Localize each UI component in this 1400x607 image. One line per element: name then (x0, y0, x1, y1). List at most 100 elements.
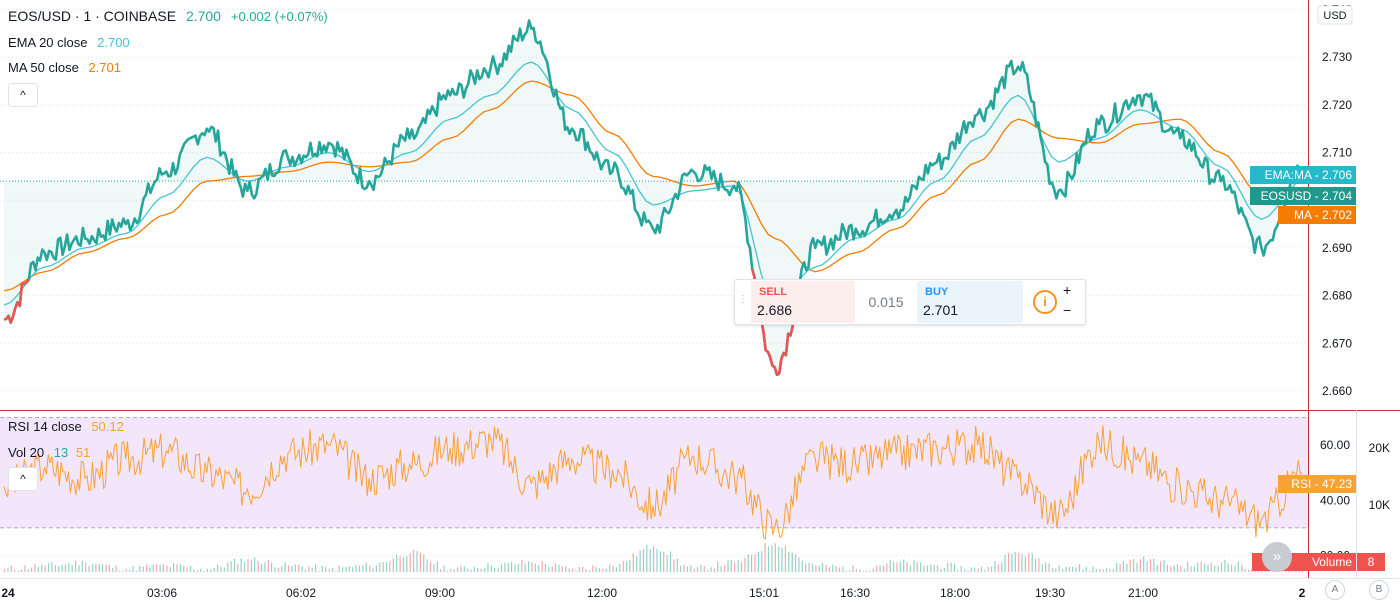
volume-bar (196, 570, 198, 572)
price-tick: 2.720 (1322, 98, 1352, 112)
volume-bar (551, 566, 553, 572)
volume-bar (399, 556, 401, 572)
volume-bar (626, 561, 628, 572)
volume-bar (7, 567, 9, 572)
volume-bar (382, 562, 384, 572)
volume-bar (159, 565, 161, 572)
volume-bar (135, 571, 137, 572)
price-down-segment (776, 372, 780, 376)
volume-bar (1058, 565, 1060, 572)
volume-bar (629, 560, 631, 572)
buy-button[interactable]: BUY 2.701 (917, 281, 1023, 323)
volume-bar (1112, 569, 1114, 572)
volume-bar (108, 564, 110, 572)
currency-tag: USD (1323, 10, 1346, 22)
volume-bar (227, 562, 229, 572)
volume-bar (1122, 561, 1124, 572)
volume-bar (899, 561, 901, 572)
scroll-to-realtime-button[interactable]: » (1262, 542, 1292, 572)
volume-bar (953, 563, 955, 572)
rsi-tag: RSI - 47.23 (1291, 477, 1352, 491)
volume-bar (757, 551, 759, 572)
price-change: +0.002 (+0.07%) (230, 9, 328, 24)
volume-bar (34, 564, 36, 572)
volume-bar (470, 569, 472, 572)
volume-bar (615, 567, 617, 572)
time-tick: 06:02 (286, 586, 316, 600)
volume-value-1: 13 (53, 445, 69, 460)
volume-legend[interactable]: Vol 20 13 51 (8, 445, 90, 460)
volume-bar (1133, 559, 1135, 572)
volume-bar (1173, 565, 1175, 572)
volume-bar (669, 551, 672, 572)
volume-bar (423, 554, 425, 572)
volume-bar (541, 561, 543, 572)
volume-bar (413, 549, 415, 572)
volume-bar (893, 561, 895, 572)
volume-bar (328, 568, 330, 572)
volume-bar (656, 549, 658, 572)
eosusd-tag-bg (1250, 187, 1356, 205)
sell-button[interactable]: SELL 2.686 (751, 281, 855, 323)
volume-bar (396, 554, 398, 572)
volume-bar (970, 567, 972, 572)
volume-bar (896, 562, 898, 572)
volume-bar (713, 568, 715, 572)
volume-bar (1258, 570, 1260, 572)
price-tick: 2.690 (1322, 241, 1352, 255)
time-tick: 2 (1299, 586, 1306, 600)
volume-bar (967, 570, 969, 572)
time-tick: 12:00 (587, 586, 617, 600)
rsi-line (3, 425, 1303, 540)
volume-bar (200, 568, 202, 572)
volume-bar (257, 561, 259, 572)
volume-bar (666, 555, 668, 572)
volume-bar (1031, 553, 1033, 572)
volume-bar (531, 562, 533, 572)
volume-bar (1244, 569, 1246, 572)
volume-bar (450, 568, 452, 572)
drag-handle-icon[interactable]: ⋮⋮ (738, 294, 758, 305)
volume-bar (125, 568, 127, 572)
minus-button[interactable]: − (1063, 302, 1072, 318)
volume-bar (849, 570, 851, 572)
plus-button[interactable]: + (1063, 282, 1072, 298)
volume-bar (1149, 559, 1152, 572)
volume-bar (230, 561, 232, 572)
volume-bar (585, 569, 587, 572)
collapse-legend-button[interactable]: ^ (8, 83, 38, 107)
volume-bar (331, 567, 334, 572)
price-tick: 2.680 (1322, 289, 1352, 303)
rsi-tick: 60.00 (1320, 438, 1350, 452)
volume-bar (105, 564, 107, 572)
volume-bar (663, 551, 665, 572)
scale-b-button[interactable]: B (1369, 580, 1389, 600)
price-down-segment (25, 278, 30, 284)
price-line (3, 19, 1304, 377)
volume-bar (808, 563, 810, 572)
volume-bar (325, 566, 327, 572)
collapse-pane-button[interactable]: ^ (8, 467, 38, 491)
volume-bar (1038, 558, 1040, 572)
volume-bar (1234, 565, 1236, 572)
volume-bar (1231, 564, 1233, 572)
volume-bar (781, 547, 783, 572)
volume-bar (409, 552, 411, 572)
volume-bar (31, 567, 33, 572)
ema-legend[interactable]: EMA 20 close 2.700 (8, 35, 130, 50)
volume-bar (220, 566, 222, 572)
volume-bar (379, 562, 381, 572)
volume-bar (68, 563, 70, 572)
volume-bar (642, 548, 645, 572)
rsi-legend[interactable]: RSI 14 close 50.12 (8, 419, 124, 434)
auto-scale-button[interactable]: A (1325, 580, 1345, 600)
volume-bar (274, 567, 276, 572)
volume-bar (828, 567, 830, 572)
volume-bar (416, 551, 418, 572)
volume-bar (517, 563, 519, 572)
ma-legend[interactable]: MA 50 close 2.701 (8, 60, 121, 75)
info-icon[interactable]: i (1033, 290, 1057, 314)
volume-bar (703, 566, 705, 572)
volume-bar (166, 565, 168, 572)
